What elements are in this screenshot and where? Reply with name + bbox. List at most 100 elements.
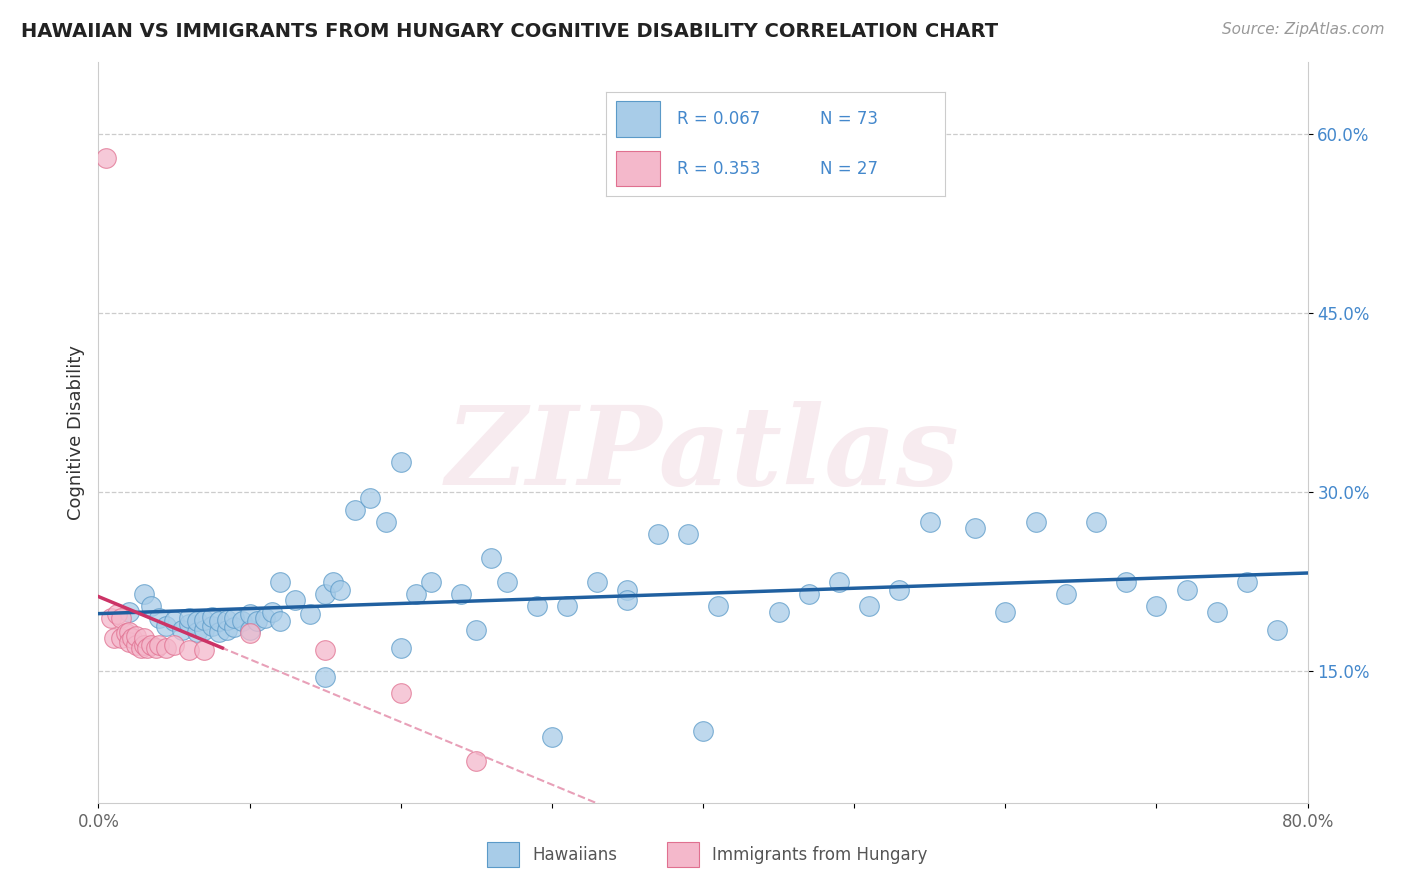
Point	[224, 620, 246, 634]
Point	[125, 638, 148, 652]
Bar	[666, 842, 699, 867]
Point	[1085, 515, 1108, 529]
Point	[201, 619, 224, 633]
Point	[103, 631, 125, 645]
Point	[186, 625, 208, 640]
Point	[170, 623, 193, 637]
Point	[135, 640, 157, 655]
Point	[586, 574, 609, 589]
Text: ZIPatlas: ZIPatlas	[446, 401, 960, 508]
Point	[1144, 599, 1167, 613]
Point	[450, 587, 472, 601]
Point	[1054, 587, 1077, 601]
Point	[118, 634, 141, 648]
Point	[215, 623, 238, 637]
Point	[231, 615, 253, 629]
Point	[797, 587, 820, 601]
Point	[1267, 623, 1289, 637]
Point	[193, 643, 215, 657]
Point	[193, 613, 215, 627]
Point	[94, 151, 117, 165]
Point	[201, 609, 224, 624]
Point	[239, 623, 262, 637]
Point	[314, 670, 336, 684]
Point	[889, 583, 911, 598]
Point	[239, 626, 262, 640]
Text: HAWAIIAN VS IMMIGRANTS FROM HUNGARY COGNITIVE DISABILITY CORRELATION CHART: HAWAIIAN VS IMMIGRANTS FROM HUNGARY COGN…	[21, 22, 998, 41]
Point	[465, 754, 488, 768]
Point	[918, 515, 941, 529]
Point	[193, 623, 215, 637]
Point	[125, 629, 148, 643]
Point	[141, 599, 163, 613]
Point	[269, 615, 291, 629]
Point	[994, 605, 1017, 619]
Point	[284, 592, 307, 607]
Point	[141, 638, 163, 652]
Text: Immigrants from Hungary: Immigrants from Hungary	[711, 846, 928, 863]
Point	[707, 599, 730, 613]
Point	[692, 724, 714, 739]
Point	[145, 640, 167, 655]
Point	[179, 643, 201, 657]
Point	[389, 686, 412, 700]
Point	[239, 607, 262, 621]
Point	[163, 638, 186, 652]
Point	[465, 623, 488, 637]
Point	[132, 631, 155, 645]
Point	[314, 587, 336, 601]
Point	[208, 625, 231, 640]
Point	[179, 616, 201, 631]
Point	[110, 610, 132, 624]
Point	[155, 640, 177, 655]
Point	[262, 605, 284, 619]
Point	[179, 610, 201, 624]
Point	[495, 574, 517, 589]
Point	[828, 574, 851, 589]
Point	[314, 643, 336, 657]
Point	[555, 599, 578, 613]
Point	[1236, 574, 1258, 589]
Y-axis label: Cognitive Disability: Cognitive Disability	[66, 345, 84, 520]
Point	[858, 599, 880, 613]
Point	[100, 610, 122, 624]
Point	[526, 599, 548, 613]
Point	[616, 592, 638, 607]
Point	[1024, 515, 1046, 529]
Point	[148, 610, 170, 624]
Point	[121, 631, 143, 645]
Point	[105, 607, 128, 621]
Point	[344, 503, 367, 517]
Point	[253, 610, 276, 624]
Point	[186, 615, 208, 629]
Point	[163, 615, 186, 629]
Point	[246, 615, 269, 629]
Point	[616, 583, 638, 598]
Point	[110, 631, 132, 645]
Point	[132, 587, 155, 601]
Point	[208, 615, 231, 629]
Point	[155, 619, 177, 633]
Point	[118, 605, 141, 619]
Point	[118, 625, 141, 640]
Point	[768, 605, 790, 619]
Point	[269, 574, 291, 589]
Point	[676, 527, 699, 541]
Point	[114, 626, 136, 640]
Point	[1115, 574, 1137, 589]
Point	[148, 638, 170, 652]
Point	[322, 574, 344, 589]
Point	[389, 455, 412, 469]
Point	[540, 730, 562, 744]
Point	[389, 640, 412, 655]
Point	[1206, 605, 1229, 619]
Text: Source: ZipAtlas.com: Source: ZipAtlas.com	[1222, 22, 1385, 37]
Point	[647, 527, 669, 541]
Point	[405, 587, 427, 601]
Point	[420, 574, 443, 589]
Text: Hawaiians: Hawaiians	[531, 846, 617, 863]
Point	[224, 610, 246, 624]
Point	[215, 613, 238, 627]
Point	[329, 583, 352, 598]
Bar	[486, 842, 519, 867]
